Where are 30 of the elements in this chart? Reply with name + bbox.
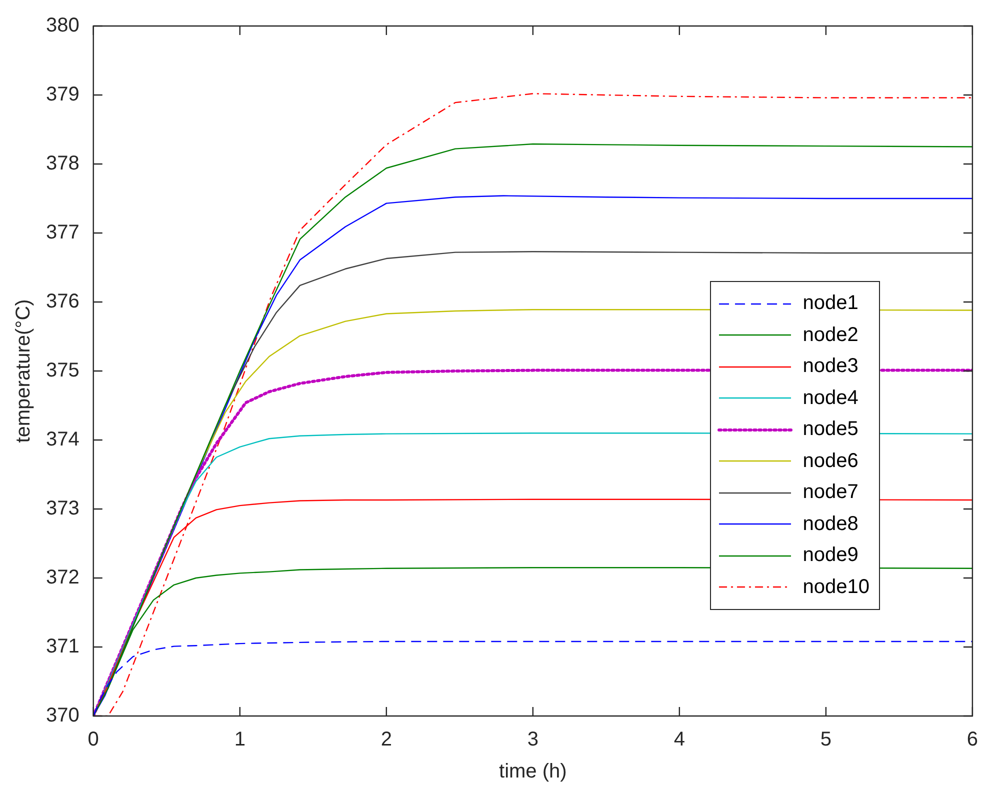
x-axis-title: time (h) [499, 760, 567, 783]
x-tick-label: 2 [380, 728, 392, 751]
y-tick-label: 378 [46, 152, 80, 175]
y-tick-label: 379 [46, 84, 80, 106]
legend-label: node2 [802, 324, 858, 347]
legend-label: node4 [802, 386, 858, 410]
x-tick-label: 0 [88, 728, 99, 751]
y-tick-label: 380 [46, 14, 80, 37]
x-tick-label: 5 [820, 728, 832, 751]
x-tick-label: 6 [966, 728, 978, 751]
legend-label: node9 [802, 544, 858, 568]
y-tick-label: 370 [46, 704, 80, 727]
y-tick-label: 372 [46, 566, 80, 589]
y-tick-label: 374 [46, 428, 80, 451]
legend-label: node1 [802, 292, 858, 316]
x-tick-label: 1 [234, 728, 246, 751]
y-tick-label: 375 [46, 360, 80, 382]
x-tick-label: 3 [527, 728, 538, 751]
legend-label: node3 [802, 355, 858, 378]
legend-label: node8 [802, 512, 858, 536]
y-tick-label: 377 [46, 222, 80, 244]
y-tick-label: 371 [46, 636, 80, 658]
y-tick-label: 373 [46, 498, 80, 520]
y-tick-label: 376 [46, 290, 80, 313]
y-axis-title: temperature(°C) [12, 299, 35, 443]
legend-label: node10 [802, 576, 870, 599]
legend-label: node6 [802, 450, 858, 473]
x-tick-label: 4 [674, 728, 685, 751]
legend-label: node5 [802, 418, 858, 442]
legend-label: node7 [802, 481, 858, 504]
